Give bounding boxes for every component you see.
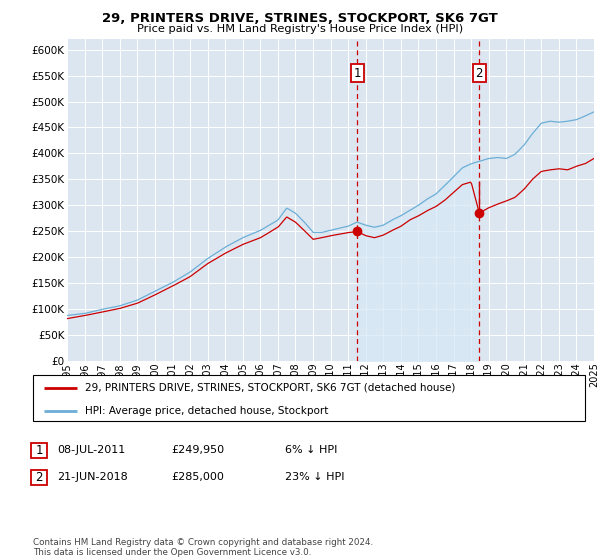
Text: 1: 1 [353, 67, 361, 80]
Text: 1: 1 [35, 444, 43, 457]
Text: Price paid vs. HM Land Registry's House Price Index (HPI): Price paid vs. HM Land Registry's House … [137, 24, 463, 34]
Text: 2: 2 [35, 470, 43, 484]
Text: 23% ↓ HPI: 23% ↓ HPI [285, 472, 344, 482]
Text: 6% ↓ HPI: 6% ↓ HPI [285, 445, 337, 455]
Text: 08-JUL-2011: 08-JUL-2011 [57, 445, 125, 455]
Text: 29, PRINTERS DRIVE, STRINES, STOCKPORT, SK6 7GT (detached house): 29, PRINTERS DRIVE, STRINES, STOCKPORT, … [85, 382, 456, 393]
FancyBboxPatch shape [31, 469, 47, 484]
FancyBboxPatch shape [31, 442, 47, 458]
Text: Contains HM Land Registry data © Crown copyright and database right 2024.
This d: Contains HM Land Registry data © Crown c… [33, 538, 373, 557]
Text: £249,950: £249,950 [171, 445, 224, 455]
Text: HPI: Average price, detached house, Stockport: HPI: Average price, detached house, Stoc… [85, 405, 329, 416]
FancyBboxPatch shape [33, 375, 585, 421]
Text: £285,000: £285,000 [171, 472, 224, 482]
Text: 21-JUN-2018: 21-JUN-2018 [57, 472, 128, 482]
Text: 2: 2 [476, 67, 483, 80]
Text: 29, PRINTERS DRIVE, STRINES, STOCKPORT, SK6 7GT: 29, PRINTERS DRIVE, STRINES, STOCKPORT, … [102, 12, 498, 25]
